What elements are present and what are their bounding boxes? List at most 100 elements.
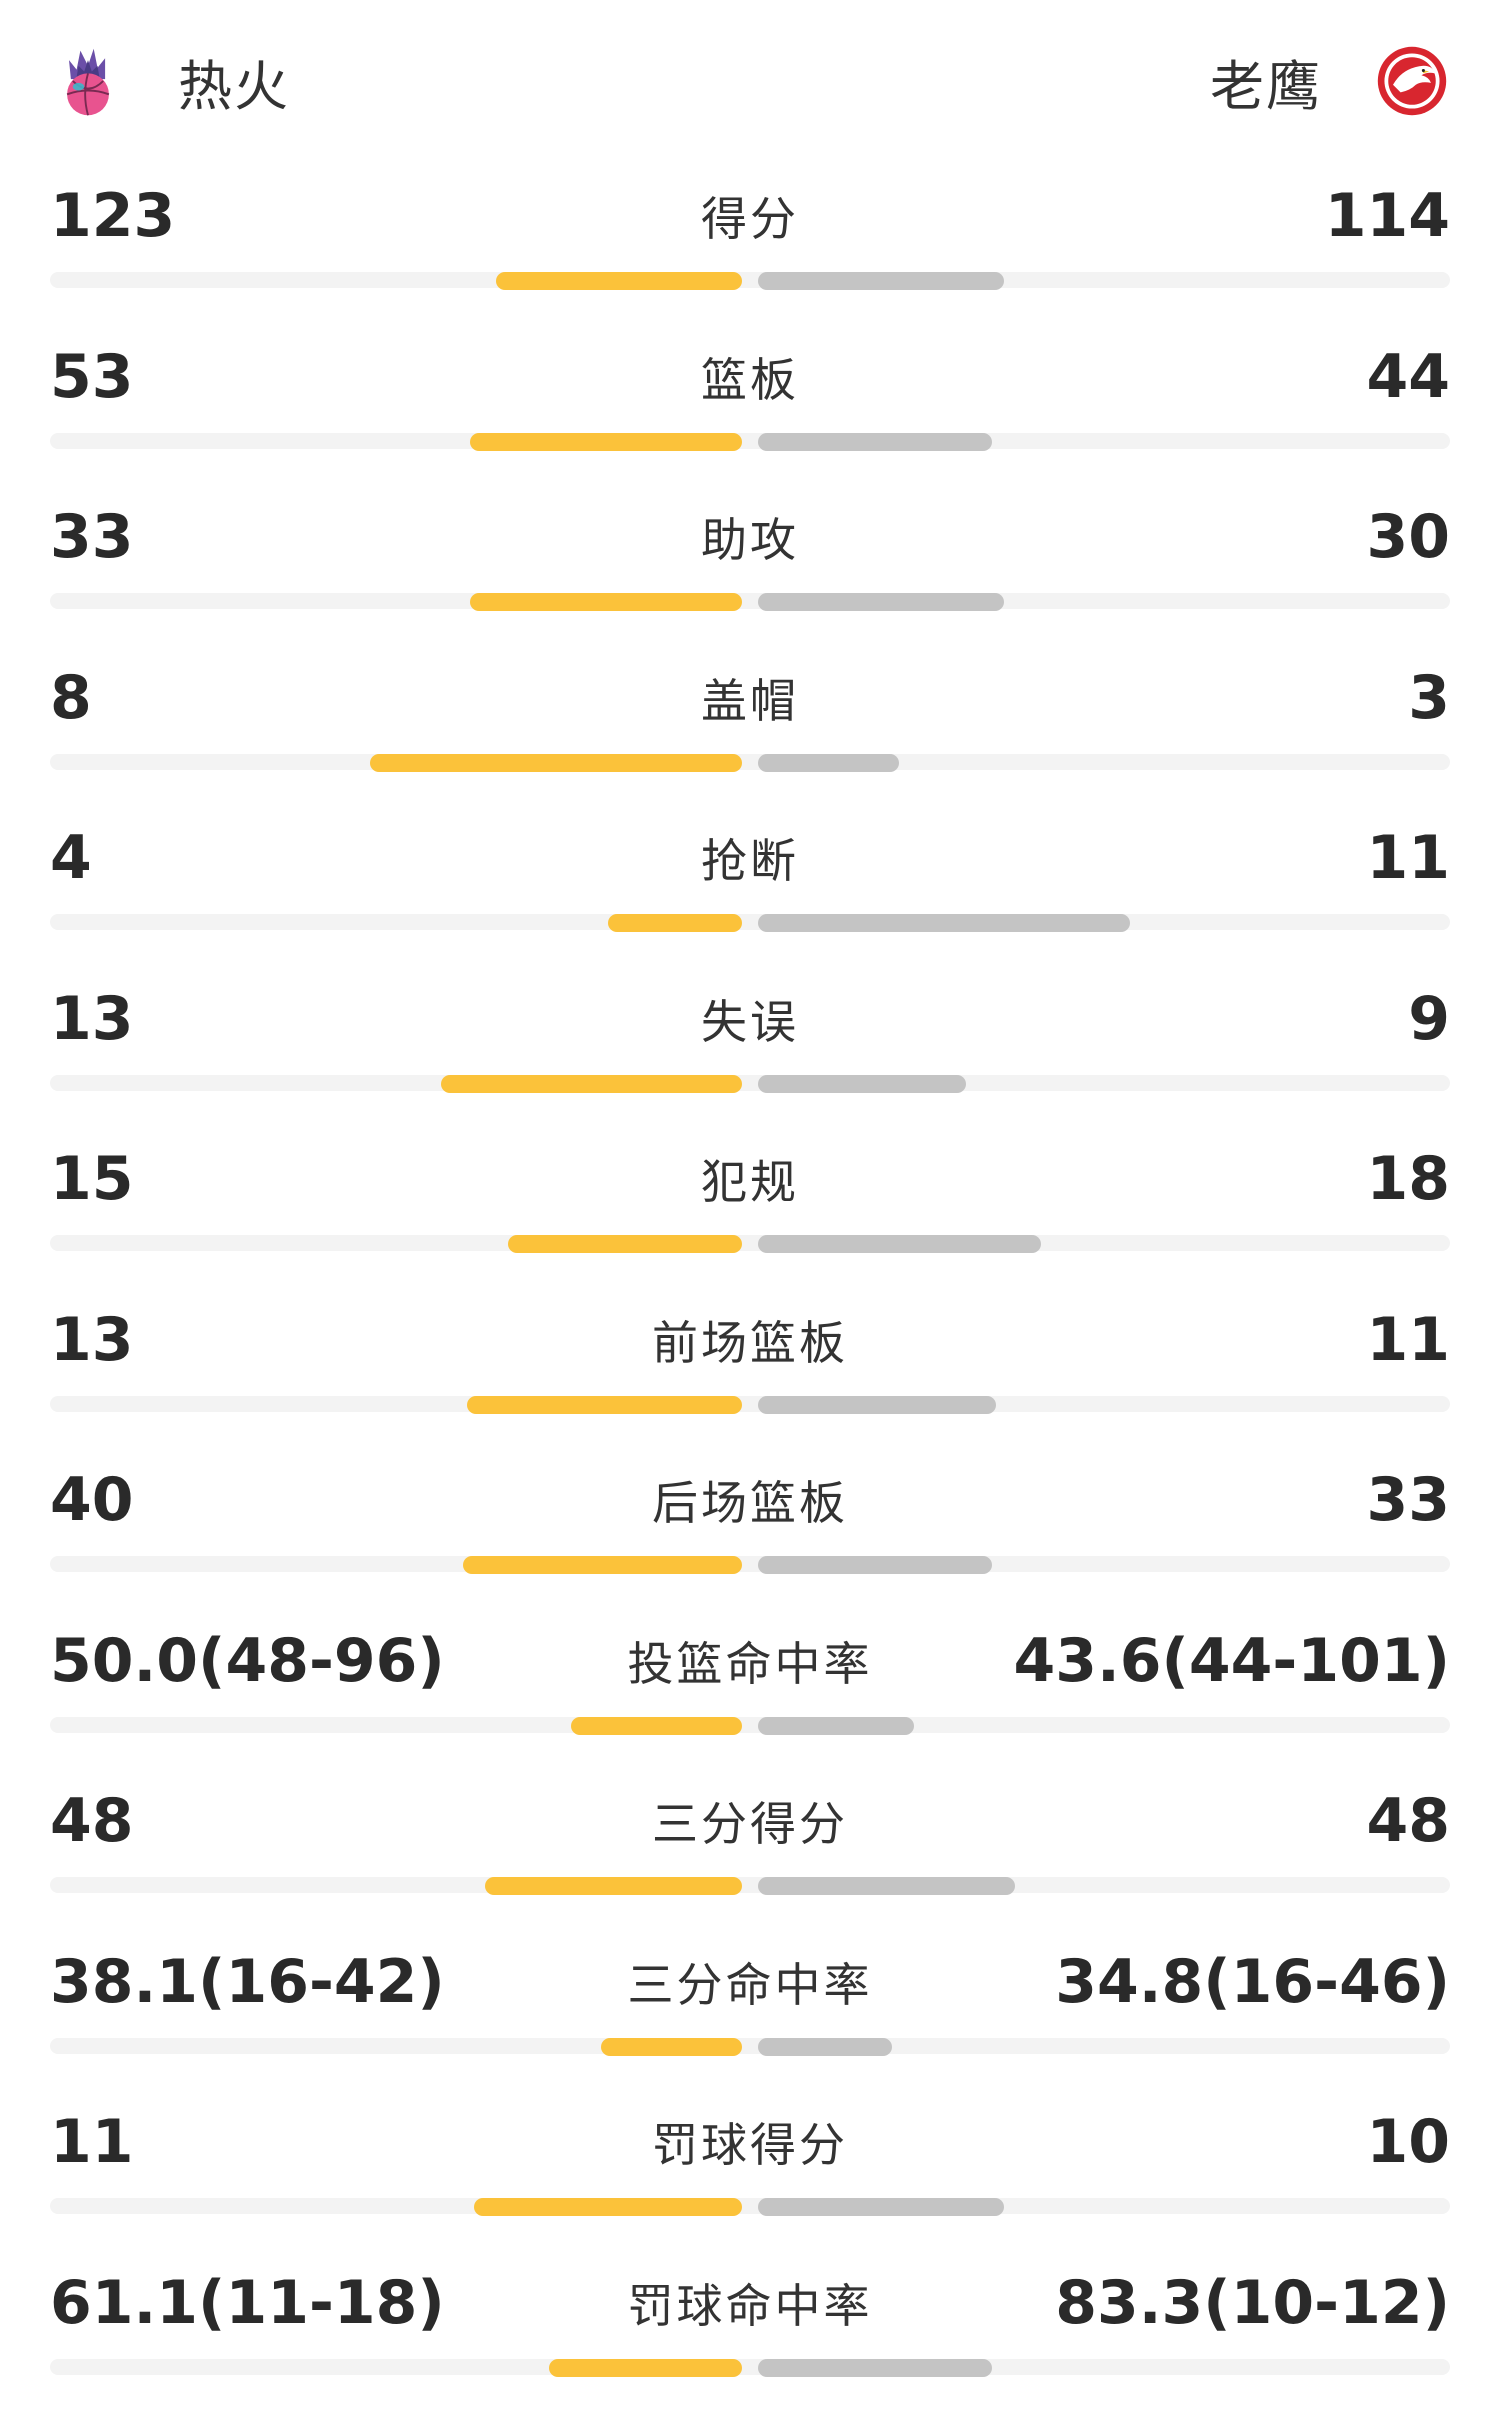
away-stat-bar: [758, 1396, 996, 1414]
away-stat-bar: [758, 433, 992, 451]
stat-label: 前场篮板: [500, 1320, 1000, 1366]
stat-bar-track: [50, 1075, 1450, 1091]
home-stat-bar: [485, 1877, 742, 1895]
stat-label: 失误: [500, 999, 1000, 1045]
stat-bar-track: [50, 593, 1450, 609]
stat-bar-track: [50, 1235, 1450, 1251]
stat-bar-track: [50, 2359, 1450, 2375]
stat-label: 投篮命中率: [500, 1641, 1000, 1687]
stat-row: 123 得分 114: [0, 172, 1500, 333]
stat-bar-track: [50, 1556, 1450, 1572]
stat-row: 8 盖帽 3: [0, 654, 1500, 815]
home-stat-bar: [467, 1396, 742, 1414]
stat-label: 篮板: [500, 357, 1000, 403]
away-stat-value: 30: [1367, 507, 1451, 567]
home-stat-bar: [463, 1556, 742, 1574]
home-stat-bar: [608, 914, 742, 932]
stat-bar-track: [50, 2038, 1450, 2054]
stat-row: 13 前场篮板 11: [0, 1296, 1500, 1457]
stat-bar-track: [50, 914, 1450, 930]
home-stat-value: 15: [50, 1149, 134, 1209]
stat-label: 三分命中率: [500, 1962, 1000, 2008]
away-stat-value: 34.8(16-46): [1055, 1952, 1450, 2012]
away-stat-bar: [758, 1877, 1015, 1895]
home-stat-value: 48: [50, 1791, 134, 1851]
stat-bar-track: [50, 272, 1450, 288]
away-stat-bar: [758, 1717, 914, 1735]
stat-label: 盖帽: [500, 678, 1000, 724]
away-stat-bar: [758, 2359, 992, 2377]
away-stat-value: 44: [1367, 347, 1451, 407]
away-stat-value: 83.3(10-12): [1055, 2273, 1450, 2333]
stat-bar-track: [50, 1396, 1450, 1412]
stat-row: 13 失误 9: [0, 975, 1500, 1136]
away-stat-value: 10: [1367, 2112, 1451, 2172]
home-stat-bar: [474, 2198, 742, 2216]
stat-label: 罚球得分: [500, 2122, 1000, 2168]
home-stat-bar: [571, 1717, 742, 1735]
home-stat-value: 40: [50, 1470, 134, 1530]
home-stat-bar: [470, 593, 742, 611]
away-stat-value: 43.6(44-101): [1013, 1631, 1450, 1691]
away-stat-value: 114: [1325, 186, 1450, 246]
away-stat-value: 9: [1408, 989, 1450, 1049]
home-stat-bar: [370, 754, 742, 772]
stat-bar-track: [50, 754, 1450, 770]
away-stat-bar: [758, 272, 1004, 290]
away-stat-bar: [758, 2198, 1004, 2216]
stat-row: 48 三分得分 48: [0, 1777, 1500, 1938]
away-stat-bar: [758, 593, 1004, 611]
stat-bar-track: [50, 1877, 1450, 1893]
stat-row: 33 助攻 30: [0, 493, 1500, 654]
away-stat-value: 11: [1367, 1310, 1451, 1370]
away-stat-value: 11: [1367, 828, 1451, 888]
home-stat-value: 13: [50, 989, 134, 1049]
stat-label: 罚球命中率: [500, 2283, 1000, 2329]
away-stat-bar: [758, 1075, 966, 1093]
home-stat-value: 50.0(48-96): [50, 1631, 445, 1691]
away-stat-bar: [758, 914, 1130, 932]
stat-row: 11 罚球得分 10: [0, 2098, 1500, 2259]
home-stat-value: 13: [50, 1310, 134, 1370]
away-stat-value: 3: [1408, 668, 1450, 728]
away-team[interactable]: 老鹰: [1210, 38, 1450, 124]
home-stat-bar: [441, 1075, 742, 1093]
away-stat-bar: [758, 1235, 1041, 1253]
home-stat-value: 123: [50, 186, 175, 246]
stat-label: 三分得分: [500, 1801, 1000, 1847]
stat-label: 助攻: [500, 517, 1000, 563]
stat-bar-track: [50, 1717, 1450, 1733]
home-stat-value: 8: [50, 668, 92, 728]
heat-logo-icon: [50, 43, 126, 119]
stat-row: 15 犯规 18: [0, 1135, 1500, 1296]
stat-row: 50.0(48-96) 投篮命中率 43.6(44-101): [0, 1617, 1500, 1778]
home-stat-bar: [508, 1235, 742, 1253]
stat-label: 后场篮板: [500, 1480, 1000, 1526]
away-stat-bar: [758, 2038, 892, 2056]
home-stat-value: 38.1(16-42): [50, 1952, 445, 2012]
stat-bar-track: [50, 433, 1450, 449]
home-stat-bar: [470, 433, 742, 451]
home-stat-value: 53: [50, 347, 134, 407]
stat-label: 得分: [500, 196, 1000, 242]
away-stat-bar: [758, 1556, 992, 1574]
stat-label: 犯规: [500, 1159, 1000, 1205]
stat-row: 38.1(16-42) 三分命中率 34.8(16-46): [0, 1938, 1500, 2099]
stat-row: 53 篮板 44: [0, 333, 1500, 494]
away-team-name: 老鹰: [1210, 42, 1322, 121]
home-stat-value: 33: [50, 507, 134, 567]
stat-bar-track: [50, 2198, 1450, 2214]
hawks-logo-icon: [1374, 43, 1450, 119]
home-stat-value: 11: [50, 2112, 134, 2172]
stat-label: 抢断: [500, 838, 1000, 884]
away-stat-value: 18: [1367, 1149, 1451, 1209]
home-stat-bar: [496, 272, 742, 290]
home-stat-bar: [549, 2359, 742, 2377]
home-team[interactable]: 热火: [50, 38, 290, 124]
away-stat-value: 48: [1367, 1791, 1451, 1851]
